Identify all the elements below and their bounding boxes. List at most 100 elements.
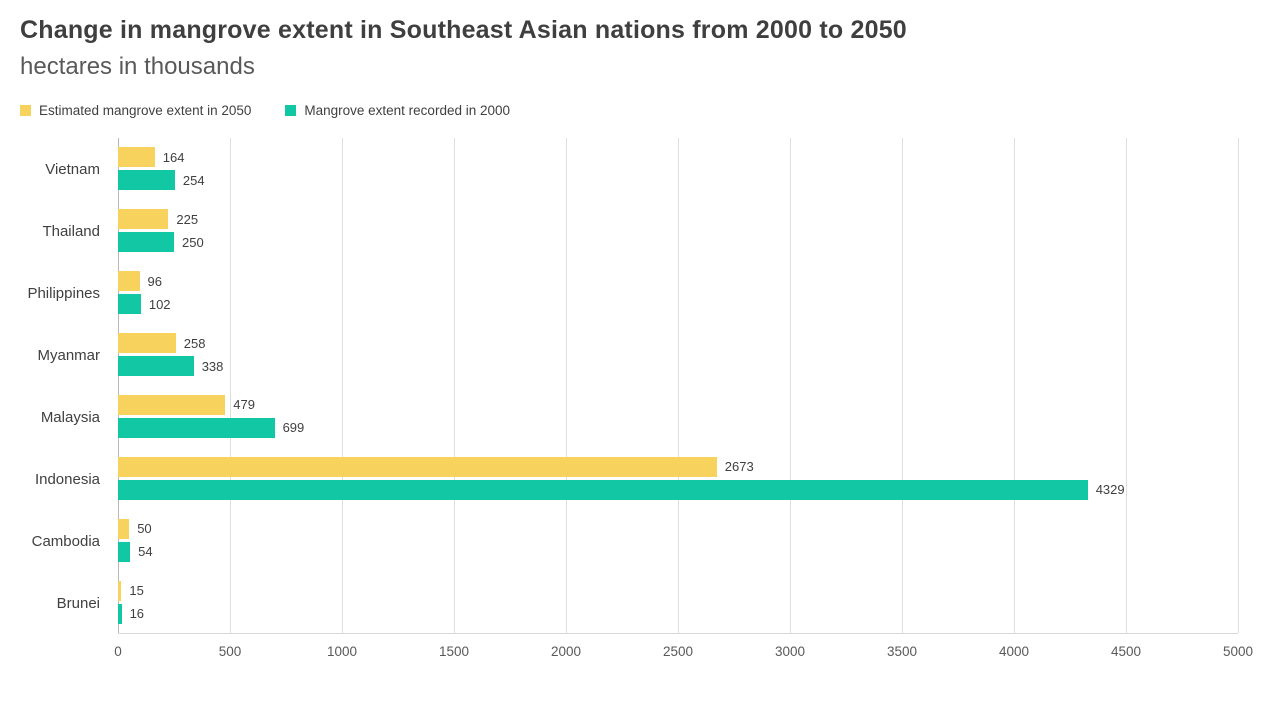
gridline: [1126, 138, 1127, 633]
gridline: [902, 138, 903, 633]
gridline: [118, 138, 119, 633]
y-axis: Vietnam Thailand Philippines Myanmar Malaysi…: [20, 138, 118, 634]
x-tick-label: 2500: [662, 644, 694, 659]
bar-value-label: 50: [137, 521, 152, 537]
bar-chart: Vietnam Thailand Philippines Myanmar Malaysi…: [20, 138, 1260, 670]
bar: [118, 518, 130, 539]
bar-group: 225 250: [118, 200, 1238, 262]
bar: [118, 541, 131, 562]
gridline: [678, 138, 679, 633]
gridline: [454, 138, 455, 633]
x-tick-label: 500: [218, 644, 242, 659]
category-label: Brunei: [56, 594, 100, 612]
bar-row: 258: [118, 333, 1238, 354]
bar-group: 96 102: [118, 262, 1238, 324]
gridline: [1014, 138, 1015, 633]
bar: [118, 456, 717, 477]
bar: [118, 394, 226, 415]
x-axis: 0 500 1000 1500 2000 2500 3000 3500 4000 4500 5000: [114, 634, 1253, 670]
category-label: Philippines: [27, 284, 100, 302]
legend-label: Estimated mangrove extent in 2050: [39, 103, 252, 118]
category-label: Malaysia: [40, 408, 100, 426]
category-label: Indonesia: [34, 470, 100, 488]
x-tick-label: 5000: [1222, 644, 1254, 659]
bar-value-label: 102: [148, 296, 171, 312]
bar-row: 54: [118, 541, 1238, 562]
bar-row: 50: [118, 518, 1238, 539]
bar: [118, 170, 175, 191]
bar-value-label: 254: [182, 172, 205, 188]
page-title: Change in mangrove extent in Southeast A…: [20, 16, 907, 44]
gridline: [790, 138, 791, 633]
legend-swatch: [285, 105, 297, 116]
bar: [118, 580, 122, 601]
bar-value-label: 225: [176, 211, 199, 227]
bar: [118, 479, 1088, 500]
x-tick-label: 1000: [326, 644, 358, 659]
bar-group: 50 54: [118, 509, 1238, 571]
gridline: [342, 138, 343, 633]
bar-value-label: 16: [129, 606, 145, 622]
bar-value-label: 699: [282, 420, 305, 436]
bar: [118, 356, 194, 377]
x-tick-label: 3500: [886, 644, 918, 659]
legend-item-2000: Mangrove extent recorded in 2000: [285, 103, 510, 118]
bar-row: 225: [118, 209, 1238, 230]
bar-row: 699: [118, 417, 1238, 438]
legend-swatch: [20, 105, 31, 116]
bar: [118, 333, 176, 354]
bar: [118, 147, 155, 168]
category-label: Vietnam: [45, 160, 100, 178]
bar-row: 102: [118, 294, 1238, 315]
bar-group: 258 338: [118, 324, 1238, 386]
bar-row: 15: [118, 580, 1238, 601]
bar-row: 4329: [118, 479, 1238, 500]
bar-row: 254: [118, 170, 1238, 191]
bar-row: 16: [118, 603, 1238, 624]
x-tick-label: 1500: [438, 644, 470, 659]
bar-value-label: 479: [233, 397, 255, 413]
plot-area: 164 254 225 250 96 102 258 338 479 699 2673 4329 50 5…: [118, 138, 1239, 634]
bar: [118, 417, 275, 438]
bar: [118, 603, 122, 624]
page-subtitle: hectares in thousands: [20, 53, 255, 80]
bar-group: 2673 4329: [118, 447, 1238, 509]
bar-value-label: 164: [162, 149, 185, 165]
bar-group: 479 699: [118, 386, 1238, 448]
gridline: [566, 138, 567, 633]
bar: [118, 294, 141, 315]
legend-label: Mangrove extent recorded in 2000: [304, 103, 511, 118]
x-tick-label: 0: [114, 644, 122, 659]
gridline: [1238, 138, 1239, 633]
bar-value-label: 258: [183, 335, 206, 351]
bar: [118, 209, 169, 230]
category-label: Thailand: [42, 222, 100, 240]
x-tick-label: 2000: [550, 644, 582, 659]
gridline: [230, 138, 231, 633]
category-label: Cambodia: [31, 532, 100, 550]
bar-value-label: 4329: [1095, 482, 1125, 498]
bar-row: 96: [118, 271, 1238, 292]
gridlines: [118, 138, 1239, 633]
bar-value-label: 250: [182, 234, 204, 250]
legend: Estimated mangrove extent in 2050 Mangro…: [20, 103, 1260, 118]
bar-value-label: 96: [147, 273, 162, 289]
bar-row: 2673: [118, 456, 1238, 477]
bar-row: 164: [118, 147, 1238, 168]
bar: [118, 232, 174, 253]
bar-group: 15 16: [118, 571, 1238, 633]
bar-value-label: 54: [138, 544, 153, 560]
bar-row: 250: [118, 232, 1238, 253]
category-label: Myanmar: [37, 346, 100, 364]
bar-value-label: 15: [129, 583, 144, 599]
x-tick-label: 4000: [998, 644, 1030, 659]
bar-row: 479: [118, 394, 1238, 415]
x-tick-label: 3000: [774, 644, 806, 659]
x-tick-label: 4500: [1110, 644, 1142, 659]
bar: [118, 271, 140, 292]
bar-row: 338: [118, 356, 1238, 377]
bar-group: 164 254: [118, 138, 1238, 200]
bar-value-label: 338: [201, 358, 224, 374]
legend-item-2050: Estimated mangrove extent in 2050: [20, 103, 251, 118]
